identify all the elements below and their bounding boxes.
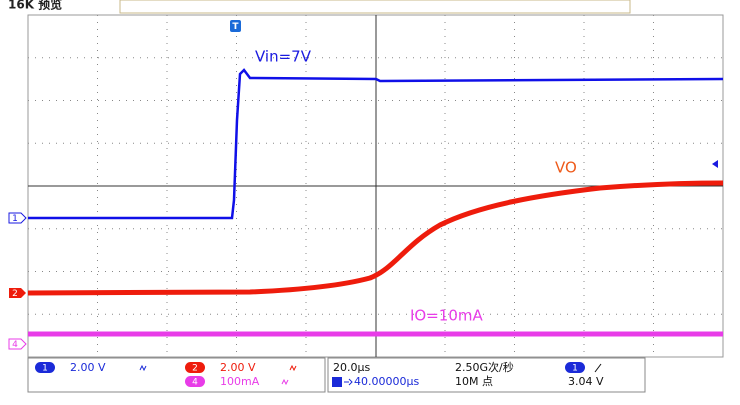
ch4-scale: 100mA [220,375,260,388]
io-annotation: IO=10mA [410,307,483,325]
ch2-offset-label: 2 [12,289,18,299]
ch4-offset-label: 4 [12,340,18,350]
timebase: 20.0μs [333,361,370,374]
delay-icon [332,377,342,387]
delay: 40.00000μs [354,375,419,388]
scope-screen: 16K 预览 Vin=7V VO IO=10mA T 1 2 4 1 2.00 … [0,0,740,401]
ch1-scale: 2.00 V [70,361,106,374]
ch4-badge-label: 4 [192,378,198,388]
trigger-marker-label: T [232,22,239,32]
trigger-badge-label: 1 [572,364,578,374]
page: {"header": {"title": "16K 预览"}, "annotat… [0,0,740,401]
ch1-badge-label: 1 [42,364,48,374]
ch1-offset-label: 1 [12,214,18,224]
vo-annotation: VO [555,159,577,177]
memory-depth: 10M 点 [455,375,493,388]
ch2-scale: 2.00 V [220,361,256,374]
trigger-level: 3.04 V [568,375,604,388]
sample-rate: 2.50G次/秒 [455,360,514,374]
trigger-level-arrow [712,160,718,168]
ch2-badge-label: 2 [192,364,198,374]
header-title: 16K 预览 [8,0,62,12]
vin-annotation: Vin=7V [255,48,312,66]
header-box [120,0,630,13]
